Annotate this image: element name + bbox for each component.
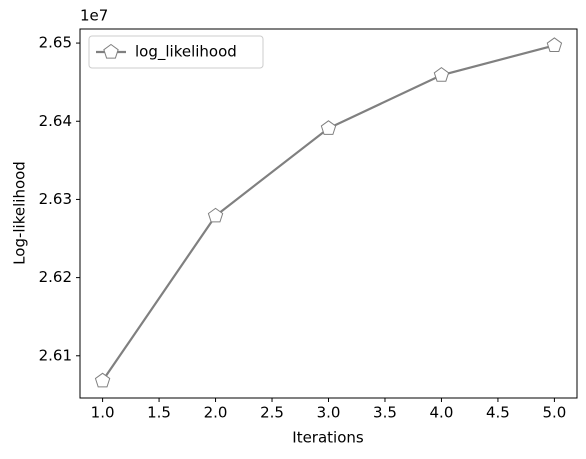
x-tick-label: 3.0 xyxy=(317,404,341,422)
marker xyxy=(546,37,563,52)
y-tick-label: 2.62 xyxy=(39,268,72,286)
x-tick-label: 2.5 xyxy=(260,404,284,422)
y-axis-label: Log-likelihood xyxy=(11,161,29,265)
legend-label: log_likelihood xyxy=(135,43,237,62)
x-tick-label: 5.0 xyxy=(542,404,566,422)
plot-frame xyxy=(79,28,578,399)
x-axis-label: Iterations xyxy=(292,429,364,447)
y-tick-label: 2.64 xyxy=(39,112,72,130)
marker xyxy=(320,120,337,135)
legend-marker xyxy=(103,43,119,59)
x-tick-label: 2.0 xyxy=(204,404,228,422)
marker xyxy=(94,372,111,388)
x-tick-label: 1.0 xyxy=(91,404,115,422)
marker xyxy=(433,67,450,82)
y-tick-label: 2.61 xyxy=(39,346,72,364)
marker xyxy=(207,207,224,223)
y-offset-label: 1e7 xyxy=(80,7,108,25)
x-tick-label: 4.5 xyxy=(486,404,510,422)
legend-box xyxy=(88,35,264,69)
y-tick-label: 2.65 xyxy=(39,34,72,52)
x-tick-label: 3.5 xyxy=(373,404,397,422)
x-tick-label: 1.5 xyxy=(147,404,171,422)
y-tick-label: 2.63 xyxy=(39,190,72,208)
series-line xyxy=(101,44,555,382)
x-tick-label: 4.0 xyxy=(430,404,454,422)
